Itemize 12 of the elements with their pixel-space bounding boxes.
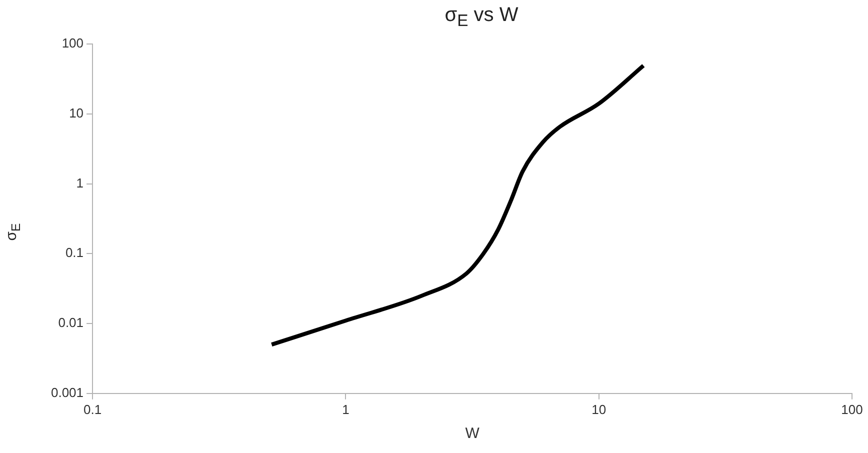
x-tick-label: 1 <box>342 402 350 417</box>
x-tick-label: 10 <box>592 402 606 417</box>
y-tick-label: 1 <box>76 175 84 190</box>
chart-title: σ$_{E}$ vs W <box>444 4 520 31</box>
x-tick-label: 0.1 <box>83 402 102 417</box>
x-axis-title: W <box>465 425 480 442</box>
y-tick-label: 0.01 <box>58 315 84 330</box>
x-tick-label: 100 <box>841 402 863 417</box>
y-tick-label: 100 <box>62 36 84 51</box>
y-tick-label: 10 <box>69 105 84 120</box>
y-tick-label: 0.1 <box>65 245 84 260</box>
y-tick-label: 0.001 <box>50 384 84 400</box>
